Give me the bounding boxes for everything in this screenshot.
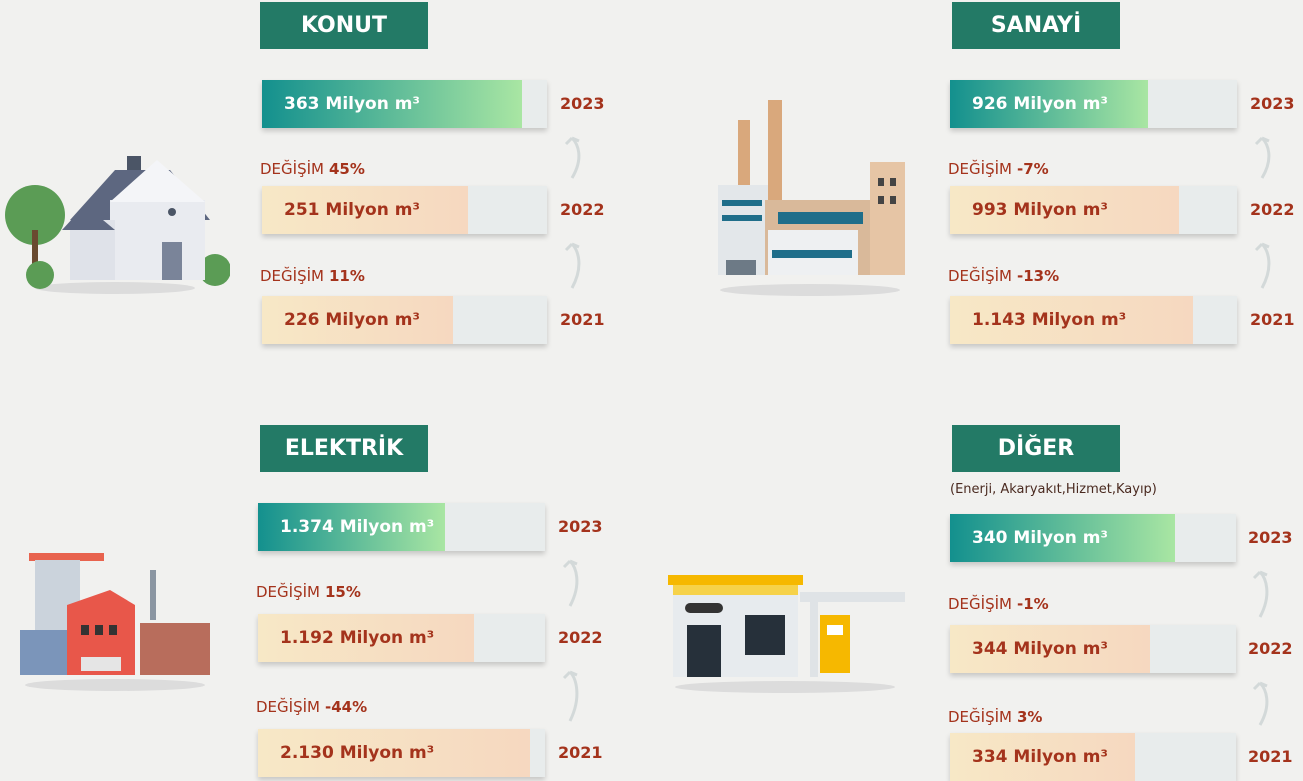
year-label: 2022 [1248, 639, 1293, 658]
amount-bar: 334 Milyon m³ [950, 733, 1236, 781]
year-label: 2021 [1248, 747, 1293, 766]
year-label: 2023 [1250, 94, 1295, 113]
change-label: DEĞİŞİM [260, 160, 324, 178]
arrow [1254, 572, 1267, 617]
change-value: -7% [1017, 160, 1049, 178]
amount-label: 1.143 Milyon m³ [972, 296, 1126, 344]
amount-label: 334 Milyon m³ [972, 733, 1108, 781]
amount-label: 926 Milyon m³ [972, 80, 1108, 128]
change-text: DEĞİŞİM 11% [260, 267, 365, 285]
change-value: 15% [325, 583, 361, 601]
arrow [564, 561, 577, 606]
change-text: DEĞİŞİM -7% [948, 160, 1049, 178]
amount-bar: 1.192 Milyon m³ [258, 614, 545, 662]
panel-title: ELEKTRİK [260, 425, 428, 472]
change-label: DEĞİŞİM [948, 160, 1012, 178]
year-label: 2022 [560, 200, 605, 219]
change-text: DEĞİŞİM 45% [260, 160, 365, 178]
year-label: 2023 [560, 94, 605, 113]
amount-label: 993 Milyon m³ [972, 186, 1108, 234]
infographic: KONUT 363 Milyon m³ 2023 251 Milyon m³ 2022 2… [0, 0, 1303, 778]
change-label: DEĞİŞİM [948, 595, 1012, 613]
arrow [1254, 683, 1267, 725]
change-label: DEĞİŞİM [256, 698, 320, 716]
amount-label: 1.374 Milyon m³ [280, 503, 434, 551]
panel-title: DİĞER [952, 425, 1120, 472]
change-text: DEĞİŞİM 15% [256, 583, 361, 601]
change-value: -13% [1017, 267, 1059, 285]
amount-label: 344 Milyon m³ [972, 625, 1108, 673]
year-label: 2021 [560, 310, 605, 329]
panel-title: SANAYİ [952, 2, 1120, 49]
change-text: DEĞİŞİM -13% [948, 267, 1059, 285]
amount-bar: 2.130 Milyon m³ [258, 729, 545, 777]
arrow [564, 672, 577, 721]
amount-label: 363 Milyon m³ [284, 80, 420, 128]
amount-bar: 1.374 Milyon m³ [258, 503, 545, 551]
year-label: 2021 [558, 743, 603, 762]
amount-label: 2.130 Milyon m³ [280, 729, 434, 777]
change-text: DEĞİŞİM -44% [256, 698, 367, 716]
change-label: DEĞİŞİM [256, 583, 320, 601]
amount-bar: 926 Milyon m³ [950, 80, 1237, 128]
house-icon [0, 150, 230, 300]
arrow [1256, 138, 1269, 178]
change-value: 3% [1017, 708, 1042, 726]
change-label: DEĞİŞİM [948, 708, 1012, 726]
year-label: 2022 [558, 628, 603, 647]
arrow [566, 138, 579, 178]
amount-label: 340 Milyon m³ [972, 514, 1108, 562]
amount-bar: 344 Milyon m³ [950, 625, 1236, 673]
power-plant-icon [15, 545, 225, 695]
amount-bar: 226 Milyon m³ [262, 296, 547, 344]
arrow [1256, 244, 1269, 288]
amount-label: 251 Milyon m³ [284, 186, 420, 234]
change-label: DEĞİŞİM [260, 267, 324, 285]
year-label: 2023 [558, 517, 603, 536]
year-label: 2021 [1250, 310, 1295, 329]
panel-title: KONUT [260, 2, 428, 49]
change-text: DEĞİŞİM -1% [948, 595, 1049, 613]
amount-bar: 251 Milyon m³ [262, 186, 547, 234]
amount-bar: 340 Milyon m³ [950, 514, 1236, 562]
change-value: 11% [329, 267, 365, 285]
panel-note: (Enerji, Akaryakıt,Hizmet,Kayıp) [950, 482, 1157, 497]
amount-bar: 993 Milyon m³ [950, 186, 1237, 234]
factory-icon [700, 90, 920, 300]
year-label: 2022 [1250, 200, 1295, 219]
arrow [566, 244, 579, 288]
change-text: DEĞİŞİM 3% [948, 708, 1042, 726]
amount-label: 226 Milyon m³ [284, 296, 420, 344]
amount-bar: 1.143 Milyon m³ [950, 296, 1237, 344]
amount-bar: 363 Milyon m³ [262, 80, 547, 128]
year-label: 2023 [1248, 528, 1293, 547]
amount-label: 1.192 Milyon m³ [280, 614, 434, 662]
change-value: -1% [1017, 595, 1049, 613]
change-value: -44% [325, 698, 367, 716]
change-value: 45% [329, 160, 365, 178]
change-label: DEĞİŞİM [948, 267, 1012, 285]
gas-station-icon [665, 570, 910, 695]
